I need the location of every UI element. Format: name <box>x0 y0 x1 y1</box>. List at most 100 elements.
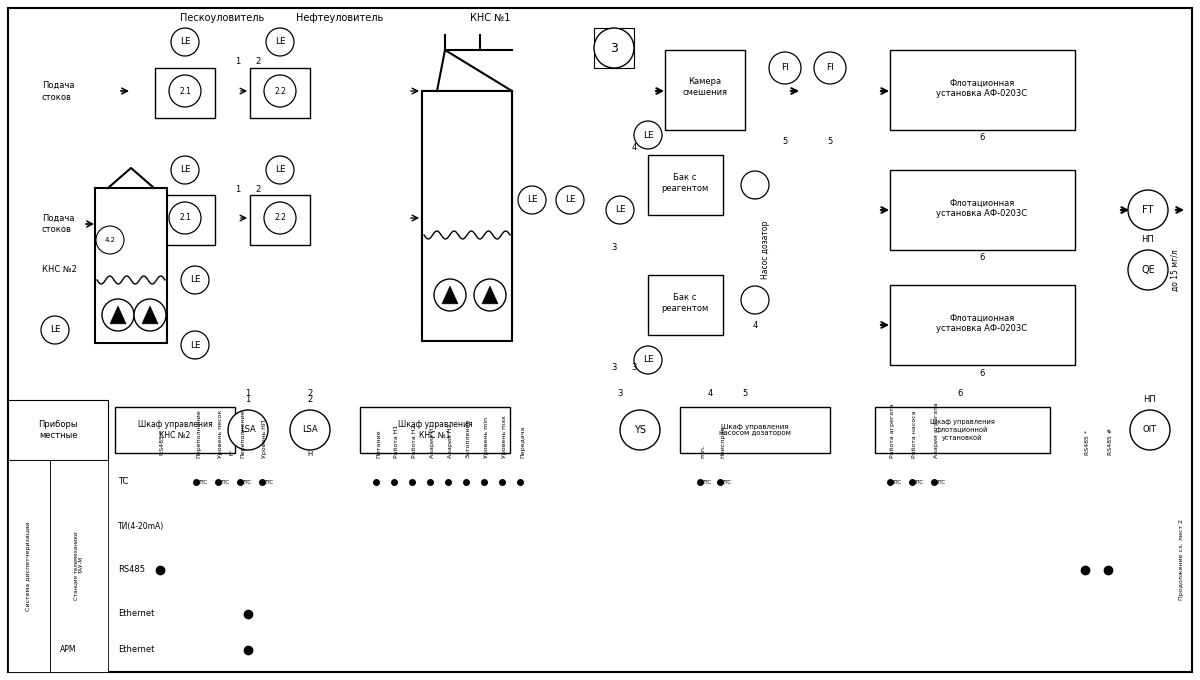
Text: 1: 1 <box>245 396 251 405</box>
Polygon shape <box>482 286 498 304</box>
Text: RS485 #: RS485 # <box>1108 428 1114 455</box>
Text: LE: LE <box>49 326 60 335</box>
Bar <box>360 407 510 453</box>
Circle shape <box>169 75 202 107</box>
Text: 3TC: 3TC <box>892 479 902 484</box>
Circle shape <box>814 52 846 84</box>
Polygon shape <box>110 306 126 324</box>
Text: LE: LE <box>527 196 538 205</box>
Bar <box>648 155 722 215</box>
Text: LE: LE <box>275 165 286 175</box>
Bar <box>680 407 830 453</box>
Text: LE: LE <box>614 205 625 214</box>
Text: Затопление: Затопление <box>466 418 470 458</box>
Circle shape <box>134 299 166 331</box>
Text: 2TC: 2TC <box>198 479 208 484</box>
Circle shape <box>1130 410 1170 450</box>
Text: ТИ(4-20mA): ТИ(4-20mA) <box>118 522 164 530</box>
Text: 2: 2 <box>307 396 313 405</box>
Bar <box>8 460 50 672</box>
Text: Уровень песок: Уровень песок <box>218 409 223 458</box>
Text: 5: 5 <box>827 137 833 146</box>
Text: 3: 3 <box>631 364 637 373</box>
Text: 6: 6 <box>958 390 962 398</box>
Text: Камера
смешения: Камера смешения <box>683 78 727 97</box>
Bar <box>8 400 108 460</box>
Text: H: H <box>307 451 313 457</box>
Text: 4: 4 <box>631 143 637 152</box>
Text: min.: min. <box>700 444 706 458</box>
Text: LE: LE <box>180 165 191 175</box>
Circle shape <box>102 299 134 331</box>
Text: LSA: LSA <box>302 426 318 435</box>
Text: 4.2: 4.2 <box>104 237 115 243</box>
Text: 4: 4 <box>752 320 757 330</box>
Text: 2.2: 2.2 <box>274 86 286 95</box>
Text: Подача: Подача <box>42 80 74 90</box>
Text: RS485 *: RS485 * <box>160 430 166 455</box>
Circle shape <box>474 279 506 311</box>
Text: стоков: стоков <box>42 226 72 235</box>
Text: Работа насоса: Работа насоса <box>912 411 917 458</box>
Text: 3: 3 <box>617 390 623 398</box>
Text: Ethernet: Ethernet <box>118 609 155 619</box>
Text: Нефтеуловитель: Нефтеуловитель <box>296 13 384 23</box>
Text: FI: FI <box>826 63 834 73</box>
Circle shape <box>742 171 769 199</box>
Text: TC: TC <box>118 477 128 486</box>
Text: 6: 6 <box>979 369 985 377</box>
Text: Работа агрегата: Работа агрегата <box>890 403 895 458</box>
Bar <box>648 275 722 335</box>
Text: 4: 4 <box>707 390 713 398</box>
Circle shape <box>769 52 802 84</box>
Bar <box>890 170 1075 250</box>
Text: LE: LE <box>275 37 286 46</box>
Circle shape <box>634 121 662 149</box>
Circle shape <box>556 186 584 214</box>
Text: Станция телемеханики
ТАУ-М: Станция телемеханики ТАУ-М <box>73 532 84 600</box>
Circle shape <box>434 279 466 311</box>
Text: 2TC: 2TC <box>264 479 274 484</box>
Bar <box>422 91 512 331</box>
Text: КНС №2: КНС №2 <box>42 265 77 275</box>
Text: 3: 3 <box>610 41 618 54</box>
Text: 6: 6 <box>979 133 985 143</box>
Text: 2TC: 2TC <box>702 479 712 484</box>
Text: LE: LE <box>643 356 653 364</box>
Circle shape <box>1128 190 1168 230</box>
Bar <box>155 195 215 245</box>
Text: Переполнение: Переполнение <box>196 409 202 458</box>
Circle shape <box>606 196 634 224</box>
Text: Переполнение: Переполнение <box>240 409 245 458</box>
Text: Шкаф управления
флотационной
установкой: Шкаф управления флотационной установкой <box>930 420 995 441</box>
Text: LE: LE <box>643 131 653 139</box>
Text: 2TC: 2TC <box>242 479 252 484</box>
Text: 1: 1 <box>245 390 251 398</box>
Text: 2.1: 2.1 <box>179 214 191 222</box>
Text: APM: APM <box>60 645 77 654</box>
Text: Бак с
реагентом: Бак с реагентом <box>661 173 709 192</box>
Bar <box>115 407 235 453</box>
Circle shape <box>172 156 199 184</box>
Bar <box>890 285 1075 365</box>
Text: Подача: Подача <box>42 214 74 222</box>
Text: Насос дозатор: Насос дозатор <box>761 221 769 279</box>
Text: Флотационная
установка АФ-0203С: Флотационная установка АФ-0203С <box>936 199 1027 218</box>
Text: 5: 5 <box>743 390 748 398</box>
Circle shape <box>172 28 199 56</box>
Text: 2.2: 2.2 <box>274 214 286 222</box>
Text: Работа Н2: Работа Н2 <box>412 424 418 458</box>
Text: Питание: Питание <box>376 430 382 458</box>
Text: КНС №1: КНС №1 <box>470 13 510 23</box>
Text: Ethernet: Ethernet <box>118 645 155 654</box>
Bar <box>875 407 1050 453</box>
Text: Уровень НП: Уровень НП <box>262 420 266 458</box>
Circle shape <box>228 410 268 450</box>
Circle shape <box>181 266 209 294</box>
Text: до 15 мг/л: до 15 мг/л <box>1170 249 1180 291</box>
Circle shape <box>620 410 660 450</box>
Bar <box>95 188 167 343</box>
Bar <box>50 460 108 672</box>
Text: НП: НП <box>1144 396 1157 405</box>
Polygon shape <box>142 306 158 324</box>
